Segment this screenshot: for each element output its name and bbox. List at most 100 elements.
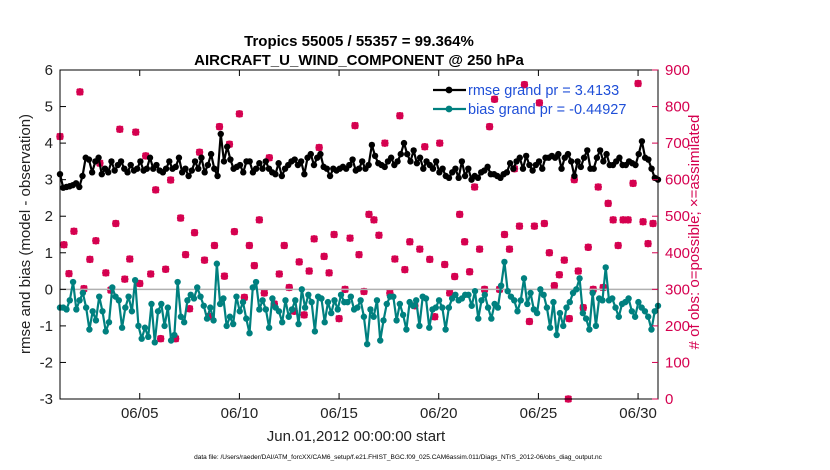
rmse-point — [252, 165, 260, 172]
obs-count-marker — [102, 269, 110, 277]
bias-point — [576, 275, 583, 282]
obs-assimilated-marker — [441, 260, 449, 269]
obs-assimilated-marker — [500, 230, 509, 239]
obs-count-marker — [300, 311, 308, 319]
rmse-point — [465, 165, 472, 172]
y-tick-label-right: 900 — [665, 62, 690, 79]
legend-label: rmse grand pr = 3.4133 — [468, 83, 619, 99]
plot-area — [60, 70, 658, 399]
rmse-point — [616, 154, 623, 161]
obs-assimilated-marker — [634, 79, 642, 88]
bias-point — [92, 317, 100, 324]
obs-count-marker — [65, 269, 73, 278]
rmse-point — [166, 158, 173, 165]
rmse-point — [172, 163, 179, 171]
obs-count-marker — [86, 255, 94, 264]
obs-count-marker — [550, 281, 559, 290]
bias-point — [223, 322, 230, 330]
bias-point — [96, 293, 103, 300]
bias-point — [285, 313, 292, 320]
obs-assimilated-marker — [285, 283, 293, 292]
rmse-point — [410, 147, 417, 154]
obs-count-marker — [440, 260, 449, 269]
y-tick-label-left: -1 — [40, 318, 53, 335]
bias-point — [259, 297, 266, 304]
bias-point — [226, 313, 234, 320]
rmse-point — [574, 158, 581, 165]
bias-point — [367, 306, 374, 313]
obs-count-marker — [166, 176, 175, 184]
obs-assimilated-marker — [550, 282, 558, 290]
rmse-point — [236, 161, 244, 169]
obs-count-marker — [365, 210, 373, 219]
bias-point — [252, 278, 260, 286]
rmse-point — [326, 172, 334, 180]
obs-assimilated-marker — [565, 314, 573, 323]
bias-point — [233, 293, 240, 300]
obs-count-marker — [76, 88, 84, 96]
obs-assimilated-marker — [215, 123, 224, 131]
bias-point — [599, 297, 606, 304]
obs-count-marker — [310, 235, 318, 243]
bias-point — [167, 337, 175, 344]
rmse-point — [153, 161, 160, 169]
obs-count-marker — [391, 255, 399, 263]
obs-assimilated-marker — [245, 241, 254, 250]
obs-assimilated-marker — [295, 258, 303, 266]
rmse-point — [214, 172, 221, 180]
bias-point — [648, 326, 655, 333]
bias-point — [145, 333, 152, 341]
bias-point — [409, 302, 417, 309]
obs-assimilated-marker — [335, 314, 343, 323]
bias-point — [635, 298, 642, 306]
obs-assimilated-marker — [470, 183, 479, 191]
obs-count-marker — [320, 252, 328, 261]
obs-count-marker — [305, 267, 313, 275]
bias-point — [200, 302, 207, 309]
obs-count-marker — [146, 270, 155, 278]
rmse-point — [137, 158, 144, 165]
rmse-point — [297, 158, 305, 165]
obs-assimilated-marker — [181, 250, 190, 259]
obs-assimilated-marker — [176, 214, 185, 222]
rmse-point — [371, 152, 379, 160]
rmse-point — [577, 163, 585, 171]
rmse-point — [474, 174, 482, 182]
rmse-point — [365, 161, 372, 169]
obs-count-marker — [560, 256, 569, 264]
rmse-point — [346, 161, 353, 169]
rmse-point — [645, 156, 652, 163]
obs-assimilated-marker — [205, 312, 214, 321]
obs-count-marker — [255, 216, 264, 224]
chart-title-line1: Tropics 55005 / 55357 = 99.364% — [244, 33, 474, 50]
obs-assimilated-marker — [210, 241, 219, 250]
bias-point — [73, 306, 80, 313]
obs-assimilated-marker — [265, 154, 273, 162]
rmse-point — [429, 165, 437, 172]
obs-assimilated-marker — [619, 216, 627, 224]
rmse-point — [182, 165, 189, 172]
obs-assimilated-marker — [604, 199, 612, 208]
obs-count-marker — [275, 270, 284, 278]
rmse-point — [420, 165, 427, 172]
rmse-point — [95, 154, 102, 161]
y-tick-label-right: 100 — [665, 354, 690, 371]
obs-count-marker — [490, 95, 499, 103]
obs-assimilated-marker — [485, 123, 494, 131]
obs-count-marker — [396, 111, 404, 120]
obs-count-marker — [505, 245, 514, 253]
obs-assimilated-marker — [152, 186, 160, 194]
bias-point — [99, 308, 106, 315]
y-tick-label-right: 0 — [665, 391, 673, 408]
bias-point — [125, 293, 132, 300]
bias-point — [475, 315, 482, 322]
obs-assimilated-marker — [325, 269, 333, 277]
obs-assimilated-marker — [624, 216, 632, 224]
rmse-point — [529, 167, 536, 174]
rmse-point — [452, 165, 459, 172]
y-tick-label-right: 800 — [665, 99, 690, 116]
rmse-point — [461, 172, 469, 180]
bias-point — [439, 304, 446, 311]
obs-assimilated-marker — [351, 121, 359, 130]
obs-assimilated-marker — [250, 261, 258, 270]
